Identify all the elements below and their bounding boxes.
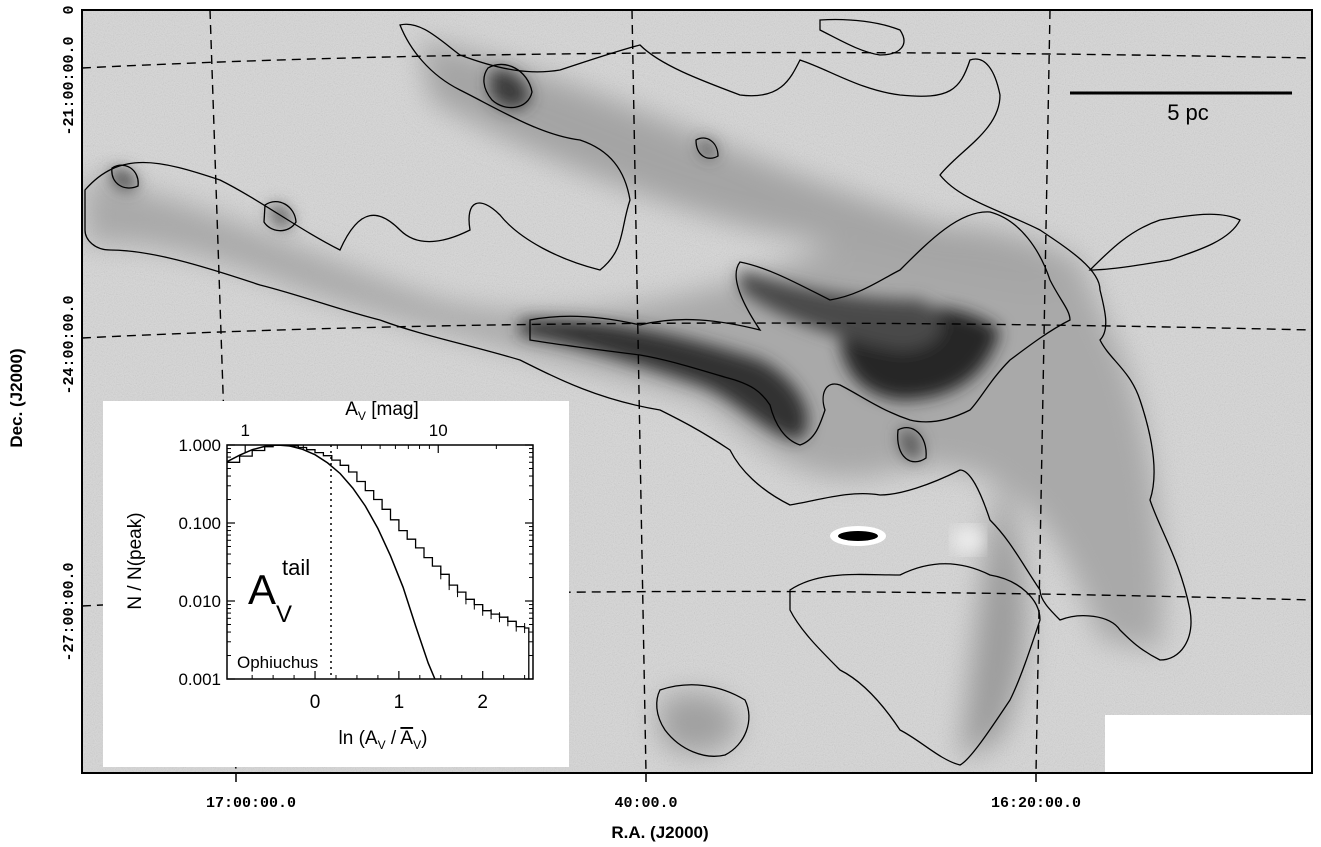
lognormal-fit-series [227, 445, 436, 679]
inset-axes: 0.001 0.010 0.100 1.000 0 1 2 1 10 [178, 421, 533, 713]
inset-x-axis-title: ln (AV / AV) [339, 728, 428, 752]
sw-contour [656, 684, 750, 757]
nw-contour [819, 18, 905, 56]
inset-y-tick-label: 0.010 [178, 592, 221, 611]
dec-line-27 [82, 590, 1312, 607]
dense-contour [529, 211, 1071, 446]
x-tick-label-1620: 16:20:00.0 [991, 795, 1081, 812]
south-contour [789, 563, 1041, 766]
map-frame [81, 9, 1313, 774]
av-tail-sup: tail [282, 555, 310, 580]
av-tail-main: A [248, 566, 276, 613]
ra-line-1620 [1035, 10, 1051, 773]
av-tail-annotation: A V tail [248, 555, 310, 628]
av-tail-sub: V [276, 601, 292, 628]
clump-contour-5 [695, 137, 719, 159]
x-tick-label-1700: 17:00:00.0 [206, 795, 296, 812]
outer-contour [84, 23, 1192, 661]
inset-top-axis-title: AV [mag] [345, 399, 419, 423]
inset-x-tick-label: 1 [394, 692, 405, 713]
scale-bar: 5 pc [1070, 91, 1292, 125]
y-tick-label-21: -21:00:00.0 [61, 36, 78, 135]
east-contour [1088, 213, 1241, 271]
region-label: Ophiuchus [237, 653, 318, 672]
y-axis-title: Dec. (J2000) [7, 348, 26, 447]
cloud-emission [85, 40, 1163, 760]
x-tick-label-1640: 40:00.0 [614, 795, 677, 812]
artifact-spot [830, 526, 984, 554]
map-x-ticks: 17:00:00.0 40:00.0 16:20:00.0 [206, 773, 1081, 812]
clump-contour-3 [111, 164, 139, 189]
dec-line-21 [82, 51, 1312, 69]
extinction-map: 5 pc [82, 10, 1312, 773]
inset-panel: 0.001 0.010 0.100 1.000 0 1 2 1 10 AV [mag] N / … [103, 399, 569, 767]
scale-bar-label: 5 pc [1167, 100, 1209, 125]
map-y-ticks: -21:00:00.0 -24:00:00.0 -27:00:00.0 0 [61, 5, 78, 661]
inset-y-tick-label: 0.001 [178, 670, 221, 689]
blank-region [1105, 715, 1312, 773]
inset-y-tick-label: 0.100 [178, 514, 221, 533]
inset-background [103, 401, 569, 767]
coordinate-grid [82, 10, 1312, 773]
clump-contour-2 [263, 200, 297, 232]
inset-y-axis-title: N / N(peak) [125, 512, 146, 609]
x-axis-title: R.A. (J2000) [611, 823, 708, 842]
dec-line-24 [82, 322, 1312, 339]
inset-x-tick-label: 0 [310, 692, 321, 713]
extinction-contours [84, 18, 1241, 766]
clump-contour-1 [483, 63, 533, 109]
y-tick-label-27: -27:00:00.0 [61, 562, 78, 661]
inset-top-tick-label: 10 [429, 421, 448, 440]
ra-line-1640 [631, 10, 647, 773]
inset-y-tick-label: 1.000 [178, 436, 221, 455]
clump-contour-4 [897, 427, 927, 463]
inset-x-tick-label: 2 [477, 692, 488, 713]
y-tick-label-corner: 0 [61, 5, 78, 14]
y-tick-label-24: -24:00:00.0 [61, 295, 78, 394]
inset-top-tick-label: 1 [240, 421, 249, 440]
